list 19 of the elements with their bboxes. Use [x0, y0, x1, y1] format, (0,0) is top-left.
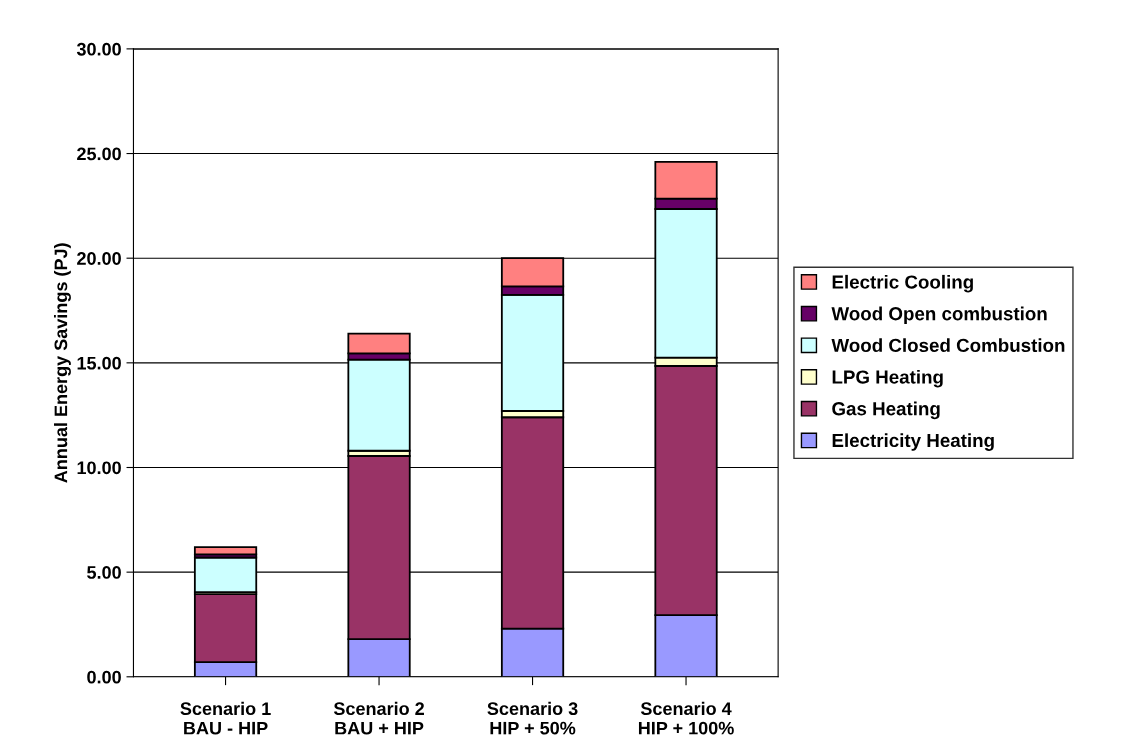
y-tick-label: 25.00 [77, 147, 121, 161]
y-tick-label: 10.00 [77, 461, 121, 475]
x-tick-label: Scenario 4 HIP + 100% [638, 701, 734, 735]
x-tick-label: Scenario 3 HIP + 50% [487, 701, 578, 735]
legend-label: Gas Heating [832, 401, 940, 420]
legend-label: Wood Closed Combustion [831, 338, 1065, 353]
legend-label: LPG Heating [832, 369, 943, 388]
y-tick-label: 5.00 [87, 566, 121, 579]
legend-label: Wood Open combustion [831, 306, 1047, 325]
x-tick-label: Scenario 2 BAU + HIP [333, 701, 424, 735]
y-tick-label: 30.00 [76, 42, 121, 56]
legend-label: Electricity Heating [832, 433, 994, 451]
y-tick-label: 20.00 [77, 252, 121, 265]
y-tick-label: 15.00 [77, 356, 121, 370]
legend-label: Electric Cooling [832, 274, 973, 293]
y-axis-title: Annual Energy Savings (PJ) [54, 243, 71, 483]
y-tick-label: 0.00 [87, 670, 121, 684]
bar [193, 546, 258, 556]
x-tick-label: Scenario 1 BAU - HIP [180, 701, 271, 735]
